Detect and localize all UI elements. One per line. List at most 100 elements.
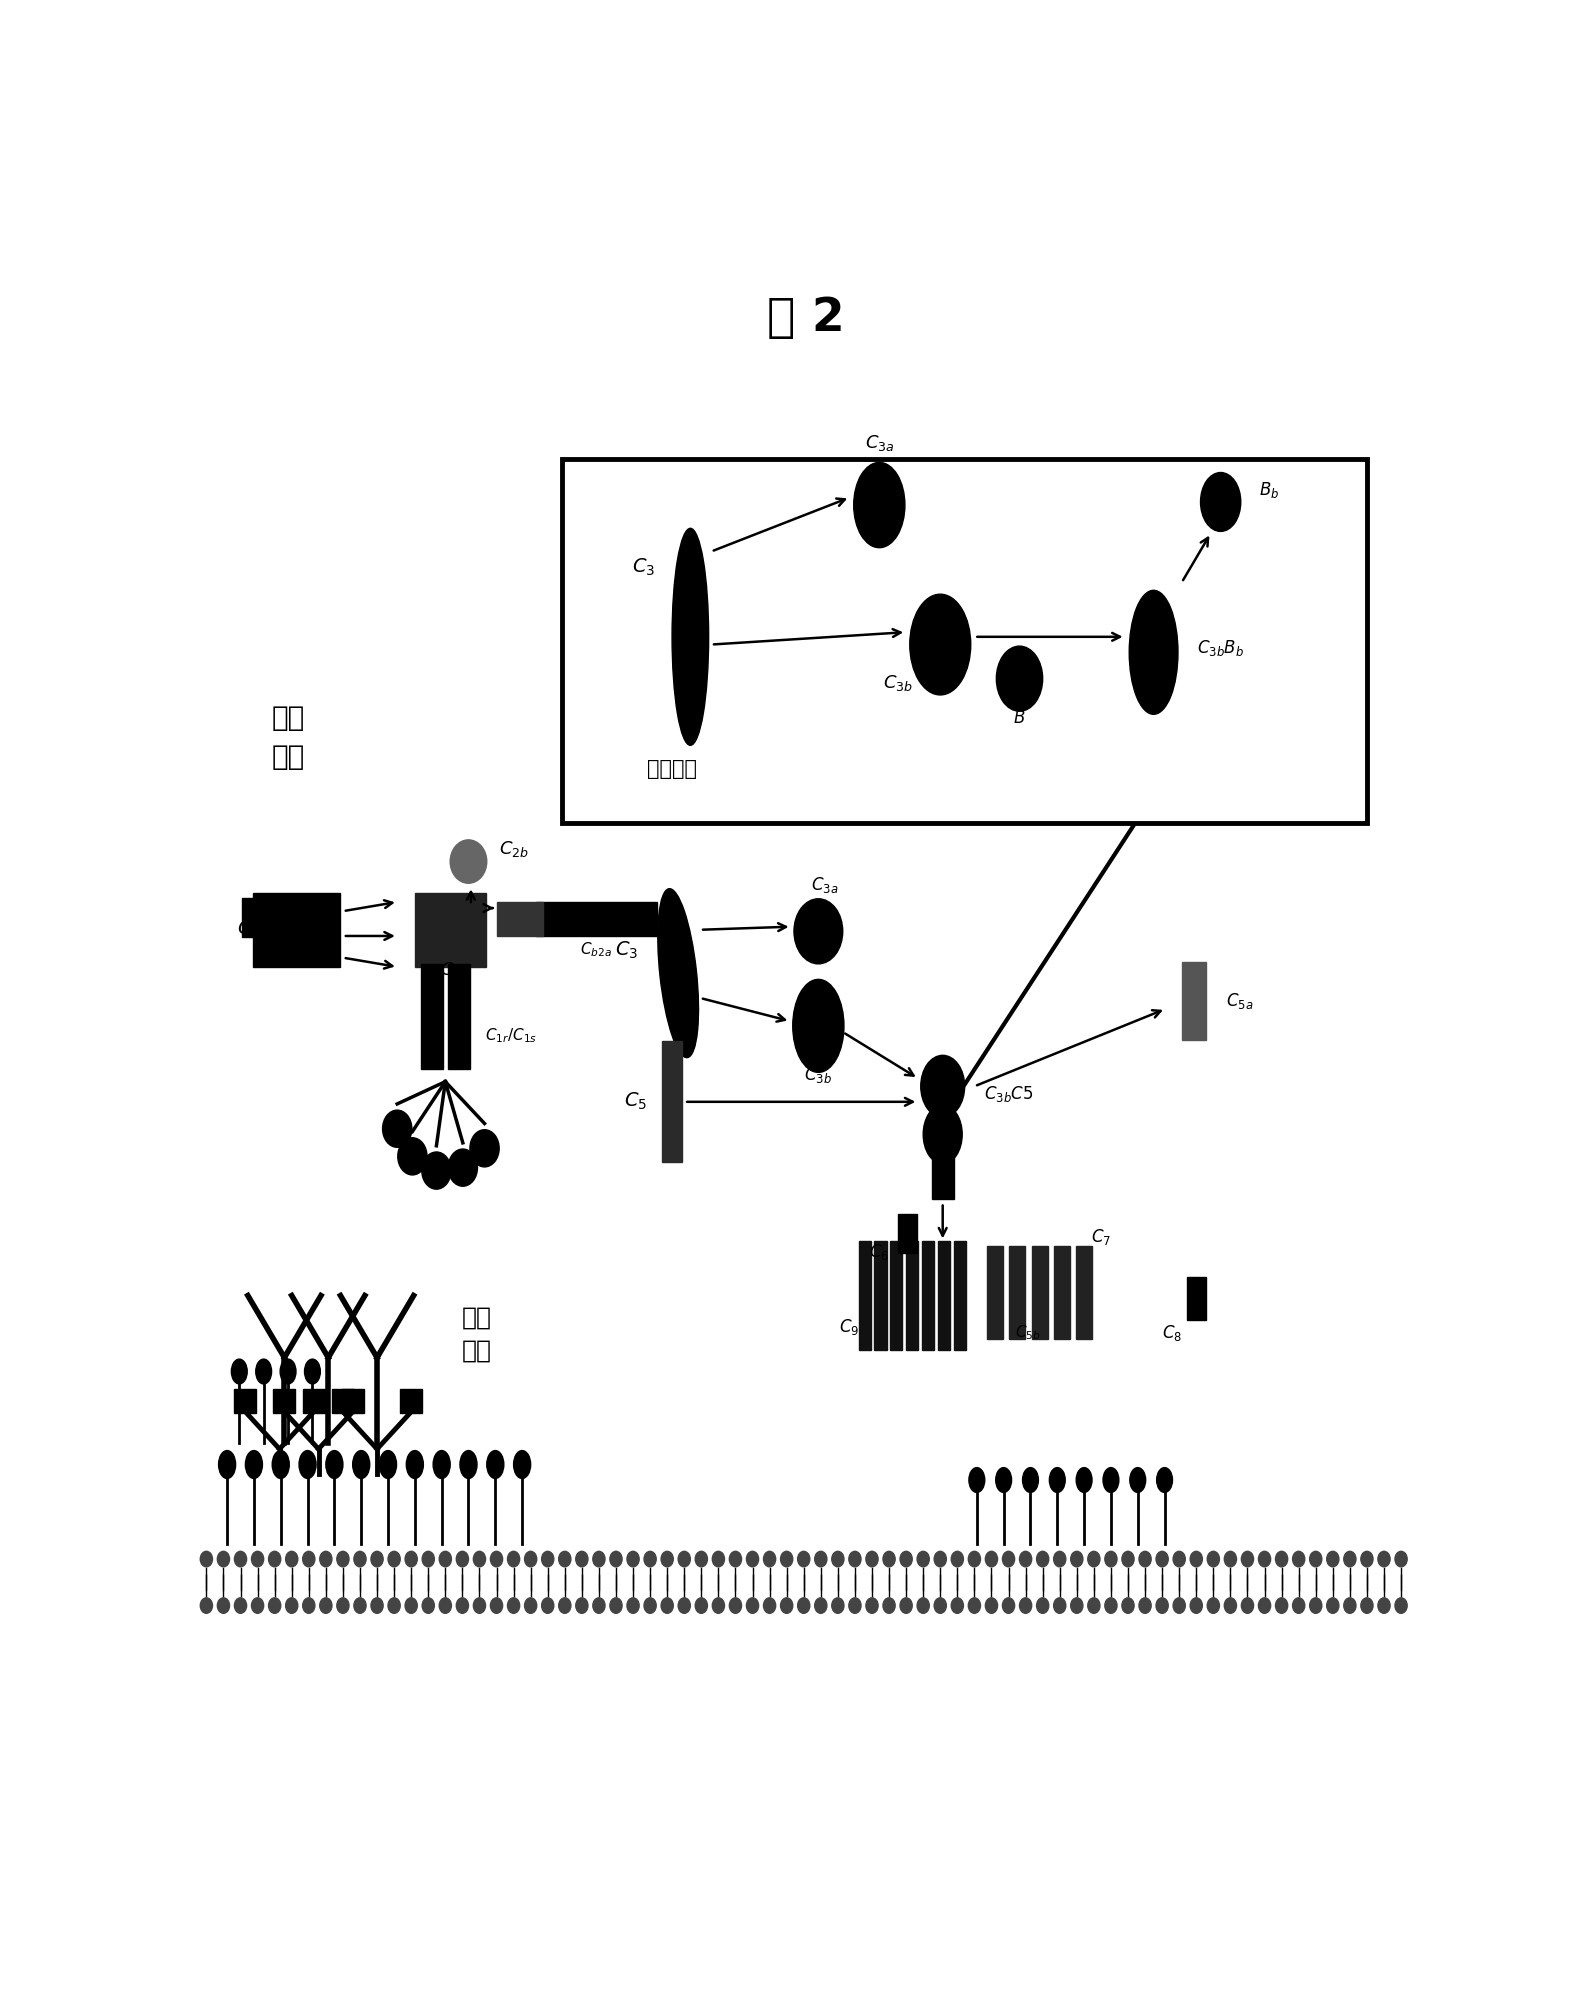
Ellipse shape bbox=[299, 1451, 316, 1478]
Bar bbox=[400, 1389, 422, 1413]
Ellipse shape bbox=[1293, 1552, 1304, 1566]
Ellipse shape bbox=[473, 1598, 486, 1612]
Text: $C_{1q}$: $C_{1q}$ bbox=[409, 1151, 440, 1176]
Ellipse shape bbox=[337, 1552, 349, 1566]
Ellipse shape bbox=[1206, 1598, 1219, 1612]
Ellipse shape bbox=[326, 1451, 343, 1478]
Ellipse shape bbox=[219, 1451, 236, 1478]
Bar bbox=[922, 1242, 934, 1351]
Ellipse shape bbox=[1019, 1552, 1032, 1566]
Ellipse shape bbox=[593, 1552, 606, 1566]
Ellipse shape bbox=[763, 1598, 775, 1612]
Ellipse shape bbox=[272, 1451, 289, 1478]
Ellipse shape bbox=[305, 1359, 321, 1383]
Text: $C_6$: $C_6$ bbox=[870, 1242, 889, 1262]
Ellipse shape bbox=[337, 1598, 349, 1612]
Ellipse shape bbox=[1089, 1598, 1100, 1612]
Ellipse shape bbox=[524, 1598, 536, 1612]
Ellipse shape bbox=[1276, 1552, 1288, 1566]
Ellipse shape bbox=[730, 1598, 741, 1612]
Ellipse shape bbox=[200, 1552, 212, 1566]
Ellipse shape bbox=[917, 1552, 930, 1566]
Ellipse shape bbox=[1361, 1598, 1373, 1612]
Ellipse shape bbox=[541, 1598, 554, 1612]
Text: $C_8$: $C_8$ bbox=[1162, 1323, 1181, 1343]
Ellipse shape bbox=[382, 1109, 412, 1147]
Ellipse shape bbox=[245, 1451, 263, 1478]
Text: $B$: $B$ bbox=[1013, 711, 1026, 727]
Text: $C_2$: $C_2$ bbox=[439, 960, 461, 980]
Ellipse shape bbox=[1241, 1598, 1254, 1612]
Ellipse shape bbox=[1002, 1598, 1015, 1612]
Ellipse shape bbox=[406, 1598, 417, 1612]
Text: $C_9$: $C_9$ bbox=[838, 1317, 859, 1337]
Ellipse shape bbox=[1071, 1552, 1082, 1566]
Ellipse shape bbox=[643, 1552, 656, 1566]
Ellipse shape bbox=[695, 1598, 708, 1612]
Ellipse shape bbox=[1129, 1467, 1145, 1492]
Ellipse shape bbox=[389, 1598, 400, 1612]
Bar bbox=[1076, 1246, 1092, 1339]
Bar bbox=[422, 964, 444, 1069]
Ellipse shape bbox=[1191, 1598, 1202, 1612]
Ellipse shape bbox=[713, 1552, 725, 1566]
Ellipse shape bbox=[422, 1552, 434, 1566]
Ellipse shape bbox=[558, 1552, 571, 1566]
Ellipse shape bbox=[1258, 1598, 1271, 1612]
Ellipse shape bbox=[302, 1552, 315, 1566]
Ellipse shape bbox=[422, 1598, 434, 1612]
Ellipse shape bbox=[1200, 473, 1241, 531]
Ellipse shape bbox=[1037, 1552, 1049, 1566]
Ellipse shape bbox=[1129, 590, 1178, 715]
Bar bbox=[906, 1242, 919, 1351]
Ellipse shape bbox=[1326, 1552, 1339, 1566]
Ellipse shape bbox=[508, 1552, 519, 1566]
Ellipse shape bbox=[1076, 1467, 1092, 1492]
Ellipse shape bbox=[433, 1451, 450, 1478]
Ellipse shape bbox=[473, 1552, 486, 1566]
Text: $C_3$: $C_3$ bbox=[632, 556, 656, 578]
Ellipse shape bbox=[319, 1552, 332, 1566]
Bar bbox=[341, 1389, 363, 1413]
Ellipse shape bbox=[456, 1552, 469, 1566]
Ellipse shape bbox=[371, 1552, 384, 1566]
Ellipse shape bbox=[1104, 1552, 1117, 1566]
Ellipse shape bbox=[398, 1137, 426, 1176]
Ellipse shape bbox=[486, 1451, 503, 1478]
Bar bbox=[1054, 1246, 1070, 1339]
Bar bbox=[274, 1389, 296, 1413]
Ellipse shape bbox=[576, 1552, 588, 1566]
Text: $C_{5b}$: $C_{5b}$ bbox=[1015, 1323, 1041, 1343]
Ellipse shape bbox=[1122, 1552, 1134, 1566]
Text: $C_5$: $C_5$ bbox=[624, 1091, 647, 1113]
Text: $C_{3b}B_b$: $C_{3b}B_b$ bbox=[1197, 638, 1244, 658]
Ellipse shape bbox=[1103, 1467, 1118, 1492]
Ellipse shape bbox=[422, 1151, 451, 1190]
Bar bbox=[1186, 1276, 1206, 1321]
Ellipse shape bbox=[406, 1451, 423, 1478]
Ellipse shape bbox=[1037, 1598, 1049, 1612]
Ellipse shape bbox=[672, 527, 708, 745]
Ellipse shape bbox=[882, 1552, 895, 1566]
Text: $C_4$: $C_4$ bbox=[238, 920, 261, 940]
Ellipse shape bbox=[628, 1552, 639, 1566]
Ellipse shape bbox=[354, 1552, 367, 1566]
Ellipse shape bbox=[793, 980, 845, 1073]
Text: $C_{3b}C5$: $C_{3b}C5$ bbox=[983, 1085, 1033, 1103]
Ellipse shape bbox=[1156, 1552, 1169, 1566]
Ellipse shape bbox=[713, 1598, 725, 1612]
Ellipse shape bbox=[1054, 1552, 1066, 1566]
Ellipse shape bbox=[593, 1598, 606, 1612]
Ellipse shape bbox=[996, 1467, 1011, 1492]
Ellipse shape bbox=[985, 1552, 997, 1566]
Ellipse shape bbox=[969, 1552, 980, 1566]
Ellipse shape bbox=[900, 1598, 912, 1612]
Ellipse shape bbox=[1293, 1598, 1304, 1612]
Text: 图 2: 图 2 bbox=[768, 296, 845, 340]
Ellipse shape bbox=[252, 1598, 264, 1612]
Ellipse shape bbox=[1206, 1552, 1219, 1566]
Ellipse shape bbox=[1361, 1552, 1373, 1566]
Bar bbox=[859, 1242, 871, 1351]
Bar bbox=[875, 1242, 887, 1351]
Text: $C_{3a}$: $C_{3a}$ bbox=[810, 876, 838, 896]
